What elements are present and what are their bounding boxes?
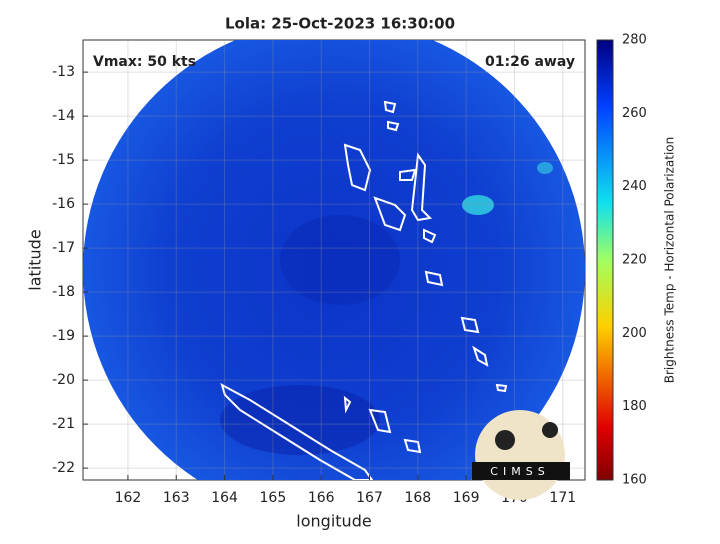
y-tick-label: -17 [52, 240, 75, 256]
cold-cloud [462, 195, 494, 215]
x-tick-label: 162 [115, 490, 142, 506]
x-tick-label: 168 [404, 490, 431, 506]
y-tick-label: -15 [52, 152, 75, 168]
logo-text: CIMSS [490, 465, 549, 478]
coastlines [220, 100, 508, 480]
x-axis-label: longitude [296, 512, 371, 531]
annotation: Vmax: 50 kts [93, 54, 196, 70]
annotation: 01:26 away [485, 54, 575, 70]
x-tick-label: 171 [549, 490, 576, 506]
colorbar-tick-label: 260 [622, 106, 647, 121]
logo-tower [542, 422, 558, 438]
colorbar-tick-label: 160 [622, 473, 647, 488]
satellite-image [83, 40, 585, 480]
y-tick-label: -20 [52, 372, 75, 388]
x-tick-label: 163 [163, 490, 190, 506]
y-tick-label: -19 [52, 328, 75, 344]
colorbar-tick-label: 220 [622, 253, 647, 268]
colorbar-label: Brightness Temp - Horizontal Polarizatio… [663, 137, 677, 384]
x-tick-label: 166 [308, 490, 335, 506]
y-tick-label: -22 [52, 460, 75, 476]
logo-band [472, 462, 570, 480]
colorbar-tick-label: 280 [622, 33, 647, 48]
cloud-band [220, 385, 380, 455]
x-tick-label: 169 [453, 490, 480, 506]
cold-cloud [537, 162, 553, 174]
colorbar-tick-label: 180 [622, 399, 647, 414]
x-tick-label: 164 [211, 490, 238, 506]
colorbar-tick-label: 240 [622, 179, 647, 194]
logo-dish [495, 430, 515, 450]
y-tick-label: -21 [52, 416, 75, 432]
chart-title: Lola: 25-Oct-2023 16:30:00 [225, 15, 455, 33]
y-tick-label: -18 [52, 284, 75, 300]
x-tick-label: 165 [260, 490, 287, 506]
logo: CIMSS [472, 410, 570, 500]
colorbar [596, 39, 614, 481]
y-tick-label: -13 [52, 64, 75, 80]
cloud-band [280, 215, 400, 305]
y-tick-label: -16 [52, 196, 75, 212]
y-tick-label: -14 [52, 108, 75, 124]
y-axis-label: latitude [26, 229, 45, 290]
x-tick-label: 167 [356, 490, 383, 506]
colorbar-tick-label: 200 [622, 326, 647, 341]
